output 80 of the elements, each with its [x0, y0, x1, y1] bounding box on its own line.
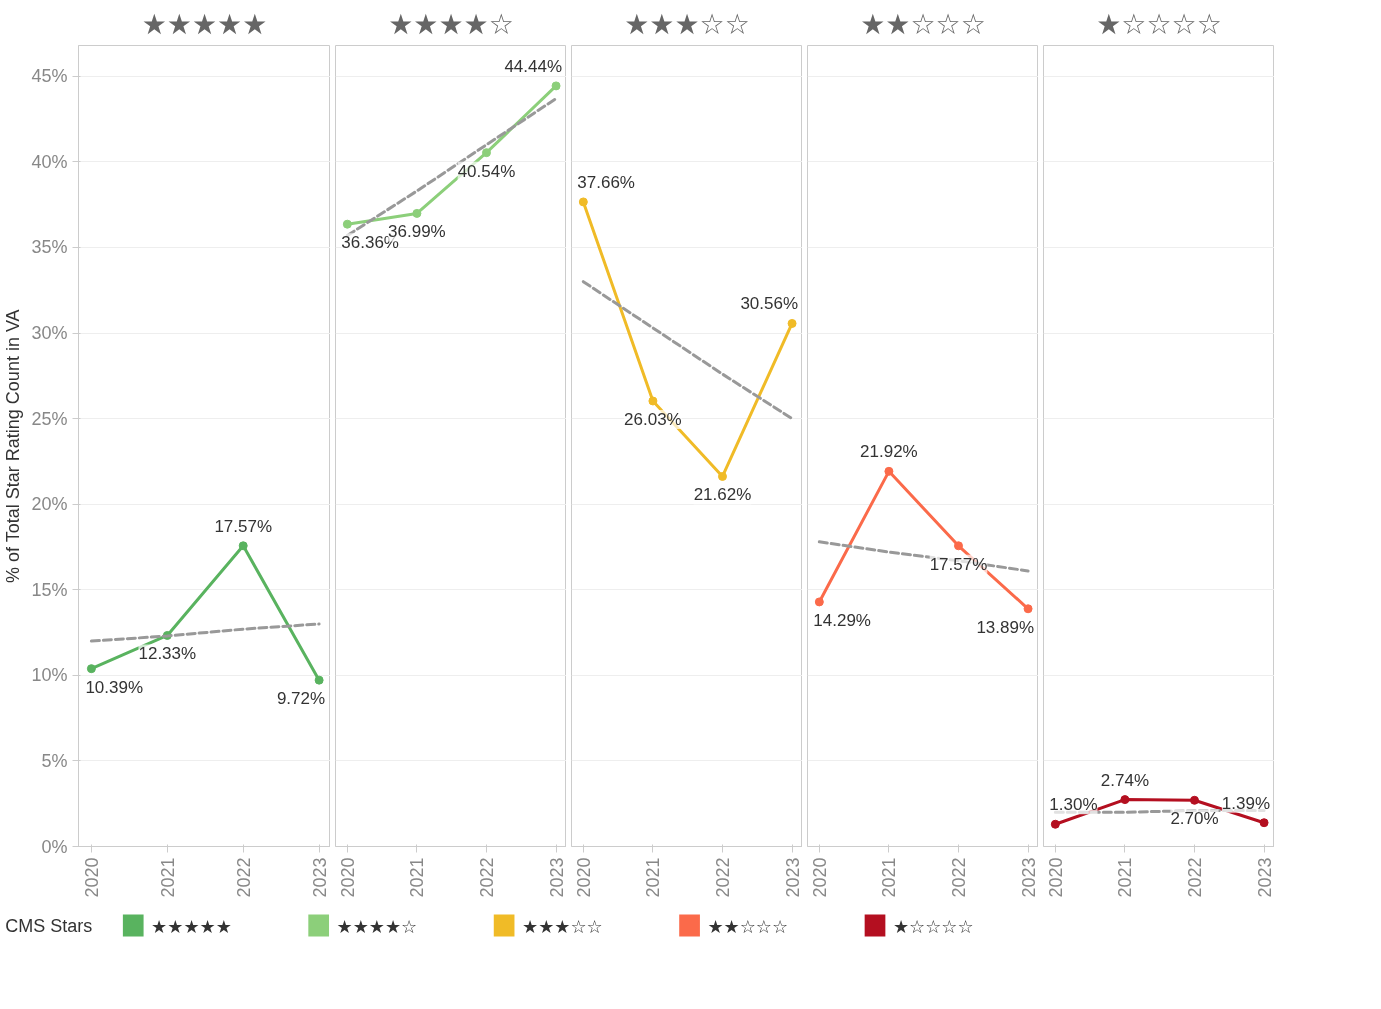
- point: [814, 597, 824, 607]
- chart-title: ★☆☆☆☆: [1096, 7, 1222, 41]
- point: [481, 148, 491, 158]
- chart-title: ★★☆☆☆: [860, 7, 986, 41]
- y-tick-label: 5%: [41, 750, 68, 771]
- point: [86, 664, 96, 674]
- point: [953, 541, 963, 551]
- y-tick-label: 10%: [31, 665, 68, 686]
- data-label: 44.44%: [504, 56, 563, 76]
- data-label: 12.33%: [138, 644, 197, 664]
- data-label: 2.70%: [1170, 809, 1219, 829]
- point: [314, 675, 324, 685]
- data-label: 26.03%: [624, 409, 682, 429]
- x-tick-label: 2020: [81, 857, 102, 898]
- y-tick-label: 35%: [31, 237, 68, 258]
- y-tick-label: 40%: [31, 151, 68, 172]
- x-tick-label: 2020: [337, 857, 358, 898]
- x-tick-label: 2021: [643, 857, 664, 898]
- point: [1120, 795, 1130, 805]
- point: [1189, 795, 1199, 805]
- x-tick-label: 2021: [879, 857, 900, 898]
- y-tick-label: 45%: [31, 66, 68, 87]
- line-series: [89, 622, 321, 643]
- data-label: 17.57%: [929, 554, 988, 574]
- x-tick-label: 2022: [476, 857, 497, 898]
- y-tick-label: 15%: [31, 579, 68, 600]
- x-tick-label: 2023: [1018, 857, 1039, 898]
- y-tick-label: 25%: [31, 408, 68, 429]
- legend-label: ★★★★★: [151, 915, 232, 937]
- point: [551, 81, 561, 91]
- data-label: 1.39%: [1221, 793, 1271, 813]
- legend-title: CMS Stars: [5, 915, 93, 936]
- x-tick-label: 2023: [782, 857, 803, 898]
- data-label: 37.66%: [577, 172, 635, 192]
- point: [787, 318, 797, 328]
- chart-title: ★★★★★: [141, 7, 268, 41]
- data-label: 13.89%: [976, 617, 1035, 637]
- legend-label: ★★☆☆☆: [707, 915, 789, 937]
- chart-title: ★★★☆☆: [624, 7, 750, 41]
- point: [648, 396, 658, 406]
- x-tick-label: 2023: [1254, 857, 1275, 898]
- x-tick-label: 2020: [809, 857, 830, 898]
- point: [884, 466, 894, 476]
- x-tick-label: 2022: [948, 857, 969, 898]
- x-tick-label: 2022: [1184, 857, 1205, 898]
- point: [578, 197, 588, 207]
- point: [238, 541, 248, 551]
- legend-label: ★★★★☆: [336, 915, 418, 937]
- x-tick-label: 2020: [573, 857, 594, 898]
- x-tick-label: 2023: [546, 857, 567, 898]
- y-tick-label: 20%: [31, 494, 68, 515]
- y-tick-label: 30%: [31, 323, 68, 344]
- data-label: 14.29%: [813, 610, 871, 630]
- x-tick-label: 2023: [309, 857, 330, 898]
- data-label: 10.39%: [85, 677, 144, 697]
- data-label: 1.30%: [1049, 795, 1098, 815]
- y-axis-title: % of Total Star Rating Count in VA: [3, 309, 24, 583]
- x-tick-label: 2021: [407, 857, 428, 898]
- point: [1023, 604, 1033, 614]
- data-label: 21.62%: [693, 485, 752, 505]
- data-label: 30.56%: [740, 294, 799, 314]
- chart-title: ★★★★☆: [388, 7, 514, 41]
- x-tick-label: 2022: [233, 857, 254, 898]
- point: [717, 471, 727, 481]
- x-tick-label: 2021: [157, 857, 178, 898]
- x-tick-label: 2022: [712, 857, 733, 898]
- point: [342, 219, 352, 229]
- data-label: 40.54%: [457, 161, 516, 181]
- data-label: 2.74%: [1100, 770, 1150, 790]
- legend-label: ★★★☆☆: [522, 915, 603, 937]
- data-label: 21.92%: [860, 442, 918, 462]
- legend-label: ★☆☆☆☆: [892, 915, 974, 937]
- x-tick-label: 2020: [1045, 857, 1066, 898]
- data-label: 9.72%: [276, 689, 326, 709]
- point: [412, 208, 422, 218]
- point: [1259, 818, 1269, 828]
- point: [1050, 819, 1060, 829]
- data-label: 17.57%: [214, 516, 273, 536]
- y-tick-label: 0%: [41, 836, 68, 857]
- x-tick-label: 2021: [1115, 857, 1136, 898]
